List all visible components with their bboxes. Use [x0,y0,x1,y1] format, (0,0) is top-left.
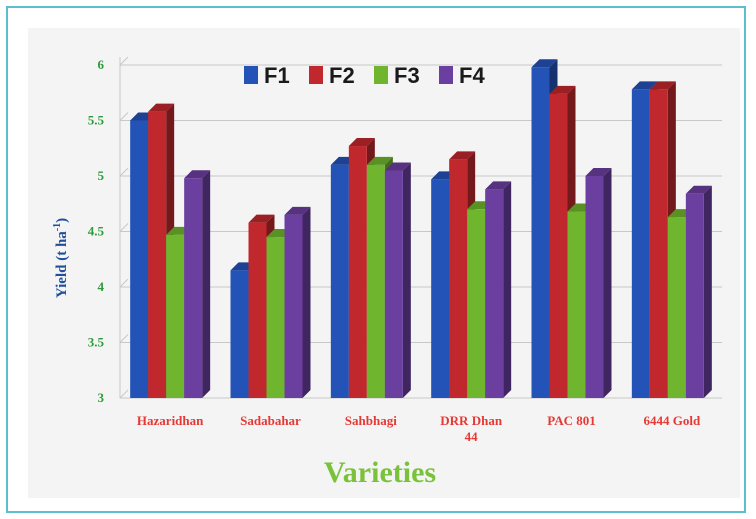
bar-top [148,103,175,112]
y-tick-label: 3 [98,390,105,405]
legend: F1 F2 F3 F4 [244,63,485,88]
x-tick-label: Sadabahar [240,413,301,428]
bar [248,222,267,398]
bar-top [449,151,476,160]
bar [467,209,486,398]
legend-label: F2 [329,63,355,88]
bar [384,170,403,398]
bar [549,93,568,399]
y-tick-label: 5.5 [88,113,105,128]
bar [585,176,604,398]
y-axis-title-main: Yield (t ha [54,231,70,298]
bar-top [384,162,411,171]
bar-top [631,81,658,90]
bar-top [366,156,393,165]
legend-label: F4 [459,63,485,88]
bar [148,111,167,399]
bar [330,164,349,398]
gridline-depth [119,56,129,66]
bar-side [402,162,411,398]
y-axis-title-superscript: -1 [52,223,63,231]
bar-top [649,81,676,90]
legend-swatch [309,66,323,84]
bar-side [603,168,612,398]
legend-swatch [439,66,453,84]
bar-top [585,168,612,176]
bar [449,159,468,398]
gridline-depth [119,389,129,399]
bar [431,179,450,398]
bar [567,211,586,398]
bar-side [202,170,211,398]
bar [284,214,303,398]
bar [230,270,249,398]
x-tick-label: Hazaridhan [137,413,204,428]
bar-side [703,185,712,398]
legend-swatch [244,66,258,84]
bar-top [184,170,211,179]
legend-label: F1 [264,63,290,88]
legend-swatch [374,66,388,84]
bar-top [549,85,576,94]
bar-top [485,181,512,190]
gridlines [119,56,722,399]
gridline-depth [119,112,129,121]
bar-side [503,181,512,398]
bar [531,67,550,398]
chart-frame [6,6,746,513]
bar-top [685,185,712,194]
bars [130,59,712,399]
y-axis-title: Yield (t ha-1) [52,218,70,298]
bar [631,89,650,399]
x-tick-label: 6444 Gold [643,413,700,428]
gridline-depth [119,278,129,288]
x-axis-title: Varieties [324,456,436,489]
gridline-depth [119,334,129,343]
bar-top [248,214,275,223]
bar [348,146,367,398]
bar [685,193,704,398]
bar-top [531,59,558,68]
legend-label: F3 [394,63,420,88]
bar [166,234,185,398]
y-axis-title-suffix: ) [54,218,70,223]
bar [266,237,285,398]
y-tick-label: 3.5 [88,335,105,350]
y-tick-label: 4 [98,279,105,294]
x-tick-label: DRR Dhan [440,413,503,428]
y-tick-label: 6 [98,57,105,72]
bar [366,164,385,398]
bar [485,189,504,398]
bar-top [284,206,311,215]
bar [184,178,203,398]
y-tick-label: 4.5 [88,224,105,239]
bar [667,217,686,398]
gridline-depth [119,167,129,177]
bar-top [348,138,375,147]
x-tick-label: PAC 801 [547,413,596,428]
x-tick-label: 44 [465,429,479,444]
gridline-depth [119,223,129,232]
bar [649,89,668,399]
y-tick-labels: 3 3.5 4 4.5 5 5.5 6 [88,57,105,405]
bar [130,120,149,398]
y-tick-label: 5 [98,168,105,183]
bar-side [302,206,311,398]
x-tick-label: Sahbhagi [345,413,397,428]
